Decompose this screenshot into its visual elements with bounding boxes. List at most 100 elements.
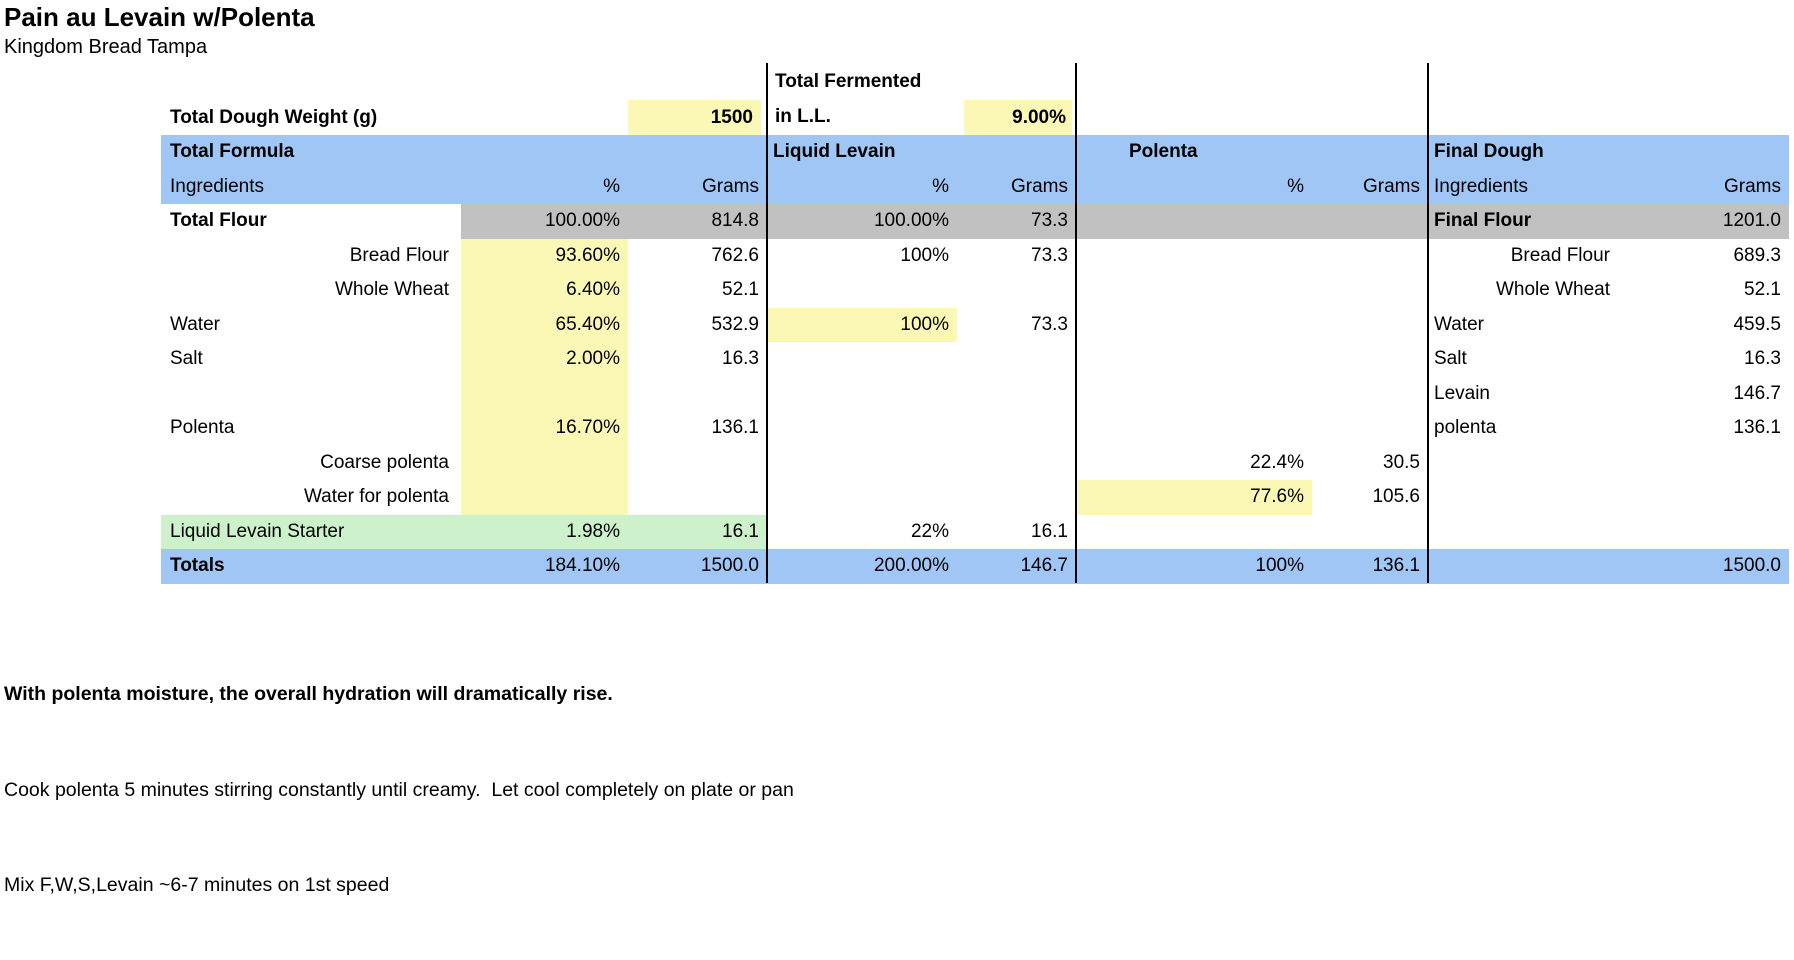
total-fermented-label: Total Fermented in L.L.: [775, 65, 921, 134]
cell: Whole Wheat: [1495, 279, 1610, 300]
cell: Final Flour: [1428, 204, 1650, 239]
cell: [461, 480, 628, 515]
cell: [1650, 480, 1789, 515]
cell: [1312, 342, 1428, 377]
total-dough-weight-input[interactable]: 1500: [628, 100, 761, 135]
cell: [1428, 549, 1650, 584]
cell: [1312, 308, 1428, 343]
cell: [957, 446, 1076, 481]
cell: [1312, 239, 1428, 274]
total-fermented-line2: in L.L.: [775, 105, 831, 127]
cell: 22.4%: [1250, 451, 1304, 473]
total-fermented-line1: Total Fermented: [775, 71, 922, 92]
section-divider-line: [766, 63, 768, 583]
total-dough-weight-label: Total Dough Weight (g): [170, 107, 378, 128]
cell: Polenta: [170, 417, 235, 438]
row-whole-wheat: Whole Wheat 6.40% 52.1 Whole Wheat 52.1: [161, 273, 1789, 308]
col-header: Grams: [628, 169, 767, 204]
section-liquid-levain: Liquid Levain: [767, 135, 1076, 170]
cell: 16.70%: [461, 411, 628, 446]
row-water: Water 65.40% 532.9 100% 73.3 Water 459.5: [161, 307, 1789, 343]
page-subtitle: Kingdom Bread Tampa: [4, 36, 208, 58]
row-bread-flour: Bread Flour 93.60% 762.6 100% 73.3 Bread…: [161, 238, 1789, 274]
cell: [628, 480, 767, 515]
row-totals: Totals 184.10% 1500.0 200.00% 146.7 100%…: [161, 549, 1789, 584]
cell: [1076, 377, 1312, 412]
cell: Water: [170, 313, 220, 335]
cell: Bread Flour: [349, 244, 449, 266]
section-divider-line: [1075, 63, 1077, 583]
cell: 100%: [1076, 549, 1312, 584]
cell: 73.3: [1031, 313, 1068, 335]
note-line: Cook polenta 5 minutes stirring constant…: [4, 778, 794, 801]
col-header: Ingredients: [161, 169, 461, 204]
cell: polenta: [1434, 417, 1497, 438]
cell: 532.9: [711, 313, 759, 335]
cell: 184.10%: [461, 549, 628, 584]
cell: [957, 273, 1076, 308]
method-notes: With polenta moisture, the overall hydra…: [4, 616, 847, 960]
col-header: Ingredients: [1428, 169, 1650, 204]
cell: 73.3: [1031, 244, 1068, 266]
cell: Water for polenta: [303, 486, 449, 507]
cell: [1076, 239, 1312, 274]
cell: 1.98%: [461, 514, 628, 549]
col-header: %: [767, 169, 957, 204]
page-title: Pain au Levain w/Polenta: [4, 2, 315, 32]
row-water-for-polenta: Water for polenta 77.6% 105.6: [161, 480, 1789, 515]
cell: [461, 376, 628, 411]
cell: Total Flour: [170, 210, 267, 231]
cell: Salt: [1434, 348, 1467, 369]
cell: [1076, 515, 1312, 550]
cell: 146.7: [957, 549, 1076, 584]
cell: Water: [1434, 313, 1484, 335]
cell: [957, 342, 1076, 377]
cell: 52.1: [722, 279, 759, 300]
row-total-flour: Total Flour 100.00% 814.8 100.00% 73.3 F…: [161, 204, 1789, 239]
polenta-water-pct-cell[interactable]: 77.6%: [1076, 480, 1312, 515]
cell: [1428, 480, 1650, 515]
cell: [161, 377, 461, 412]
section-divider-line: [1427, 63, 1429, 583]
cell: 30.5: [1383, 451, 1420, 473]
col-header: Grams: [957, 169, 1076, 204]
row-levain: Levain 146.7: [161, 376, 1789, 412]
cell: [1076, 411, 1312, 446]
cell: 16.3: [722, 348, 759, 369]
col-header: %: [461, 169, 628, 204]
note-line: With polenta moisture, the overall hydra…: [4, 683, 613, 706]
row-salt: Salt 2.00% 16.3 Salt 16.3: [161, 342, 1789, 377]
cell: 93.60%: [461, 238, 628, 273]
cell: [767, 377, 957, 412]
cell: [1428, 515, 1650, 550]
levain-water-pct-cell[interactable]: 100%: [767, 307, 957, 342]
column-header-row: Ingredients % Grams % Grams % Grams Ingr…: [161, 169, 1789, 204]
cell: [1650, 446, 1789, 481]
cell: [1312, 411, 1428, 446]
cell: [628, 377, 767, 412]
cell: Bread Flour: [1510, 244, 1610, 266]
formula-table: Total Formula Liquid Levain Polenta Fina…: [161, 135, 1789, 584]
cell: 146.7: [1733, 382, 1781, 404]
cell: [1650, 515, 1789, 550]
col-header: %: [1076, 169, 1312, 204]
cell: [1312, 204, 1428, 239]
cell: [1312, 273, 1428, 308]
cell: 814.8: [628, 204, 767, 239]
cell: 200.00%: [767, 549, 957, 584]
cell: [1076, 308, 1312, 343]
cell: Totals: [161, 549, 461, 584]
cell: [767, 480, 957, 515]
total-fermented-input[interactable]: 9.00%: [964, 100, 1072, 135]
cell: Whole Wheat: [334, 279, 449, 300]
cell: 762.6: [711, 244, 759, 266]
section-final-dough: Final Dough: [1428, 135, 1789, 170]
cell: 1500.0: [1650, 549, 1789, 584]
cell: 65.40%: [461, 307, 628, 342]
row-coarse-polenta: Coarse polenta 22.4% 30.5: [161, 445, 1789, 481]
cell: [1076, 204, 1312, 239]
cell: 22%: [910, 520, 949, 542]
row-liquid-levain-starter: Liquid Levain Starter 1.98% 16.1 22% 16.…: [161, 514, 1789, 550]
section-header-row: Total Formula Liquid Levain Polenta Fina…: [161, 135, 1789, 170]
